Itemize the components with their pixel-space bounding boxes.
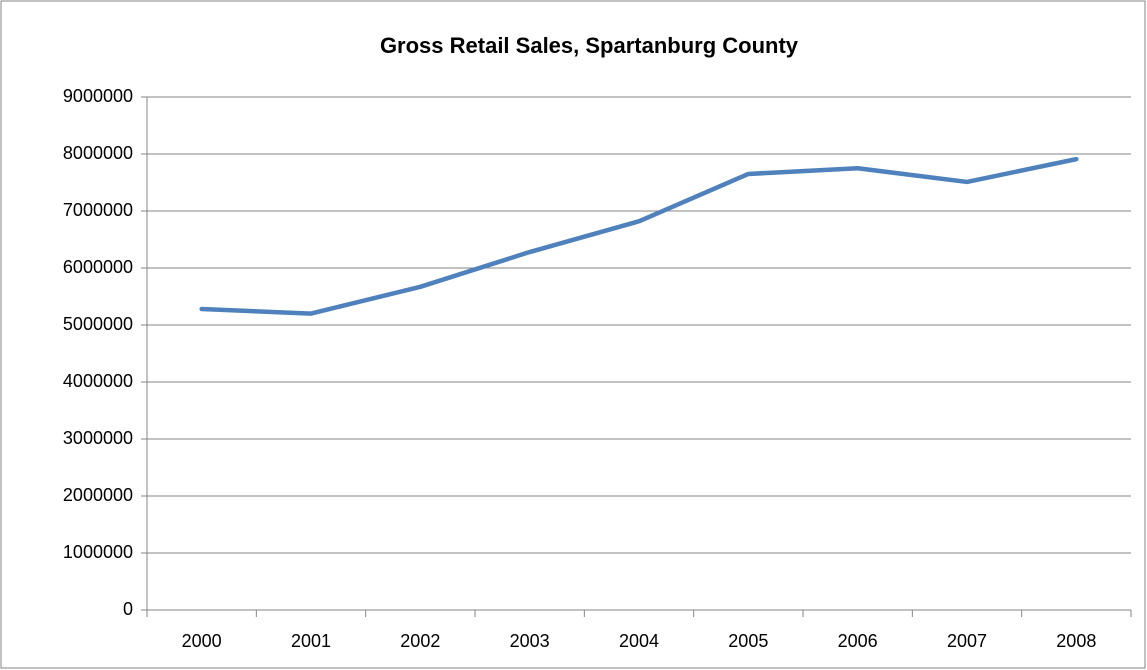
y-tick-label: 7000000: [63, 200, 133, 220]
x-tick-label: 2001: [291, 631, 331, 651]
x-tick-label: 2006: [838, 631, 878, 651]
y-tick-label: 9000000: [63, 86, 133, 106]
y-tick-label: 4000000: [63, 371, 133, 391]
y-tick-label: 6000000: [63, 257, 133, 277]
x-tick-label: 2000: [182, 631, 222, 651]
chart-title: Gross Retail Sales, Spartanburg County: [380, 33, 799, 58]
x-tick-label: 2003: [510, 631, 550, 651]
y-tick-label: 2000000: [63, 485, 133, 505]
y-tick-label: 1000000: [63, 542, 133, 562]
data-line: [199, 156, 1079, 316]
y-tick-label: 3000000: [63, 428, 133, 448]
x-tick-label: 2002: [400, 631, 440, 651]
y-tick-label: 0: [123, 599, 133, 619]
x-tick-label: 2007: [947, 631, 987, 651]
y-tick-label: 5000000: [63, 314, 133, 334]
y-tick-label: 8000000: [63, 143, 133, 163]
x-tick-label: 2004: [619, 631, 659, 651]
x-tick-label: 2005: [728, 631, 768, 651]
x-tick-label: 2008: [1056, 631, 1096, 651]
